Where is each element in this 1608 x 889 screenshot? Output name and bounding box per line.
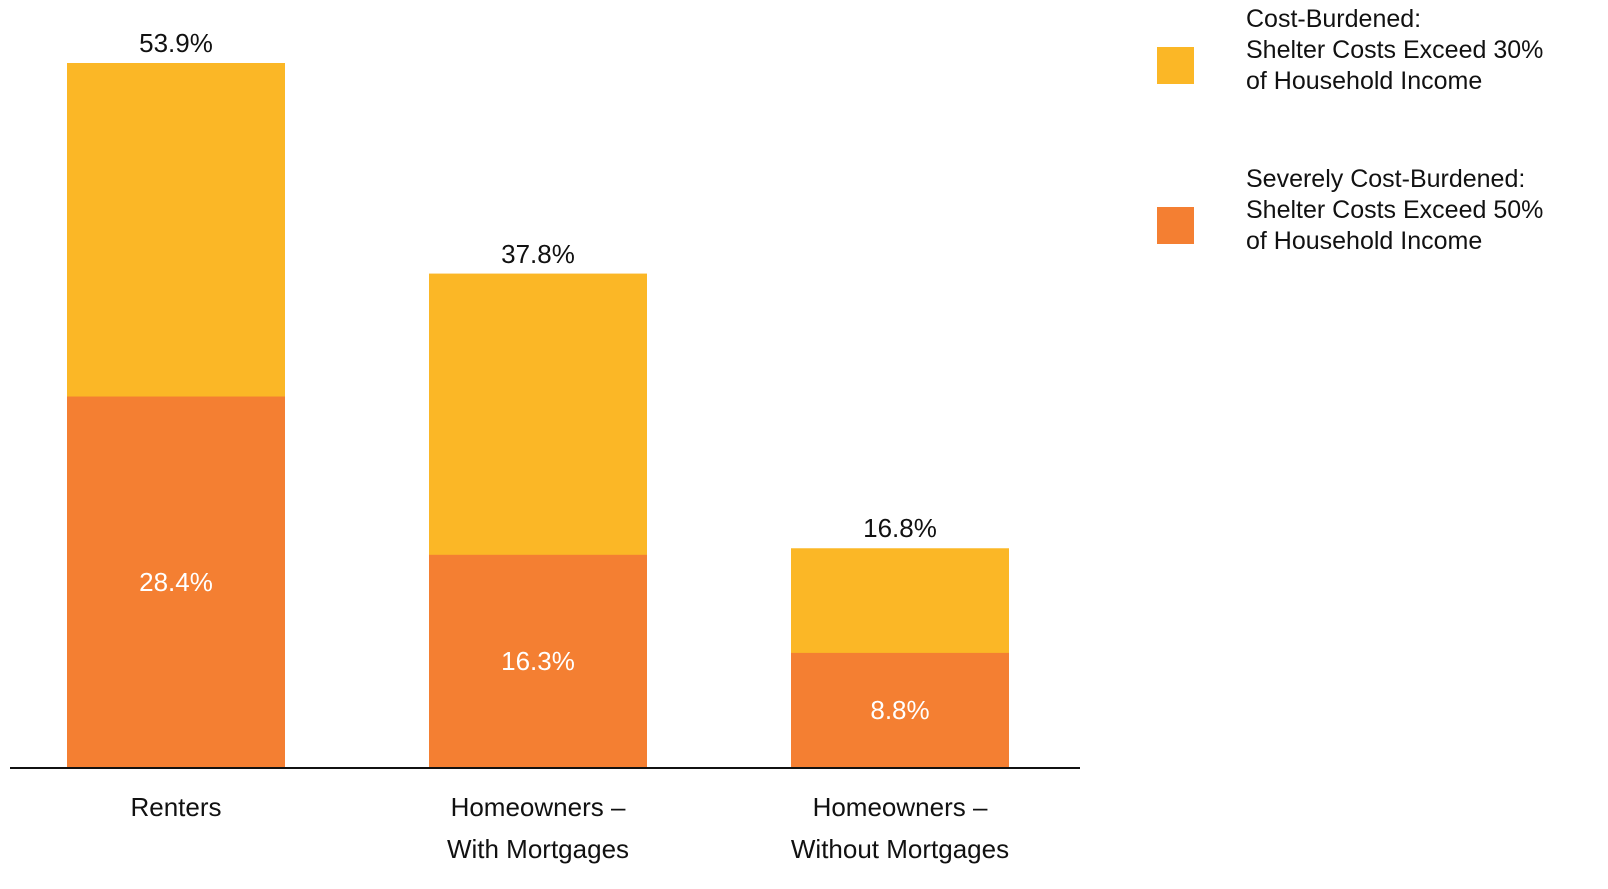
value-label: 16.8% [863,513,937,544]
bar [429,554,647,768]
x-tick-label: Homeowners – With Mortgages [446,792,630,864]
value-label: 16.3% [501,646,575,677]
x-tick-label: Renters [130,792,222,822]
bar [67,396,285,768]
legend-label: Cost-Burdened: Shelter Costs Exceed 30% … [1246,5,1544,95]
x-tick-label: Homeowners – Without Mortgages [790,792,1010,864]
bar [791,652,1009,768]
value-label: 37.8% [501,238,575,269]
value-label: 53.9% [139,28,213,58]
legend-label: Severely Cost-Burdened: Shelter Costs Ex… [1246,165,1544,255]
value-label: 28.4% [139,567,213,598]
value-label: 8.8% [870,695,930,726]
legend-swatch [1157,207,1194,244]
legend-swatch [1157,47,1194,84]
